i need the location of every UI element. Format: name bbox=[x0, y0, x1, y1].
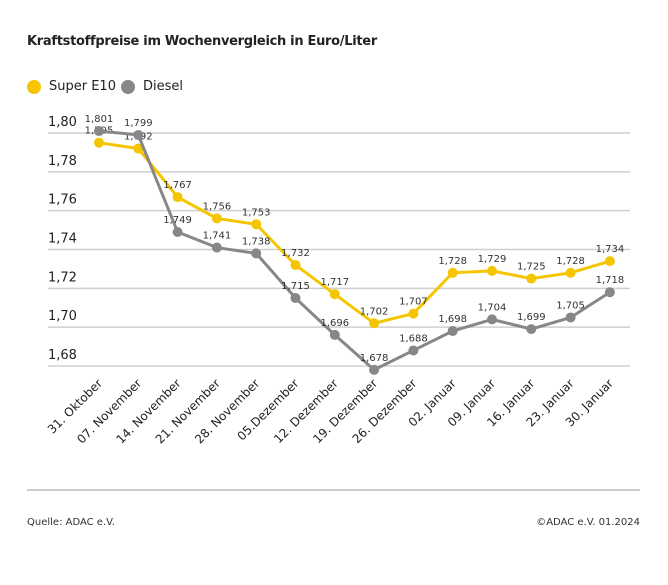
data-label: 1,801 bbox=[85, 114, 114, 125]
data-label: 1,732 bbox=[281, 248, 310, 259]
data-point bbox=[447, 326, 458, 337]
data-label: 1,707 bbox=[399, 297, 428, 308]
data-point bbox=[172, 192, 183, 203]
data-label: 1,734 bbox=[596, 244, 625, 255]
data-label: 1,799 bbox=[124, 118, 153, 129]
series-line-diesel bbox=[98, 129, 611, 372]
data-label: 1,738 bbox=[242, 236, 271, 247]
data-label: 1,704 bbox=[478, 302, 507, 313]
data-point bbox=[565, 267, 576, 278]
data-point bbox=[133, 129, 144, 140]
data-point bbox=[211, 242, 222, 253]
data-point bbox=[526, 324, 537, 335]
data-label: 1,699 bbox=[517, 312, 546, 323]
data-label: 1,678 bbox=[360, 353, 389, 364]
data-point bbox=[408, 345, 419, 356]
data-point bbox=[369, 318, 380, 329]
legend-diesel: Diesel bbox=[121, 79, 183, 94]
data-label: 1,729 bbox=[478, 254, 507, 265]
y-tick-label: 1,76 bbox=[48, 193, 77, 208]
data-label: 1,696 bbox=[320, 318, 349, 329]
data-point bbox=[447, 267, 458, 278]
data-label: 1,741 bbox=[203, 231, 232, 242]
series-line-super-e10 bbox=[98, 141, 611, 325]
y-tick-label: 1,68 bbox=[48, 348, 77, 363]
y-tick-label: 1,80 bbox=[48, 115, 77, 130]
legend-label: Diesel bbox=[143, 79, 184, 94]
data-point bbox=[604, 256, 615, 267]
data-label: 1,767 bbox=[163, 180, 192, 191]
data-point bbox=[487, 265, 497, 276]
data-label: 1,688 bbox=[399, 333, 428, 344]
data-label: 1,749 bbox=[163, 215, 192, 226]
data-point bbox=[251, 219, 262, 230]
data-label: 1,717 bbox=[320, 277, 349, 288]
data-point bbox=[94, 126, 104, 137]
data-point bbox=[408, 308, 419, 319]
legend-swatch bbox=[27, 79, 41, 94]
y-tick-label: 1,74 bbox=[48, 232, 77, 247]
data-label: 1,715 bbox=[281, 281, 310, 292]
data-point bbox=[251, 248, 262, 259]
data-point bbox=[290, 260, 301, 271]
chart-title: Kraftstoffpreise im Wochenvergleich in E… bbox=[27, 34, 377, 49]
data-label: 1,728 bbox=[438, 256, 467, 267]
data-label: 1,698 bbox=[438, 314, 467, 325]
data-label: 1,756 bbox=[203, 201, 232, 212]
data-label: 1,705 bbox=[556, 300, 585, 311]
divider bbox=[27, 489, 640, 491]
data-point bbox=[211, 213, 222, 224]
copyright-note: ©ADAC e.V. 01.2024 bbox=[536, 517, 640, 528]
legend-swatch bbox=[121, 79, 135, 94]
data-point bbox=[329, 289, 340, 300]
data-label: 1,702 bbox=[360, 306, 389, 317]
data-point bbox=[133, 143, 144, 154]
data-point bbox=[290, 293, 301, 304]
data-point bbox=[526, 273, 537, 284]
data-label: 1,718 bbox=[596, 275, 625, 286]
legend-super-e10: Super E10 bbox=[27, 79, 116, 94]
data-label: 1,753 bbox=[242, 207, 271, 218]
y-tick-label: 1,78 bbox=[48, 154, 77, 169]
source-note: Quelle: ADAC e.V. bbox=[27, 517, 115, 528]
legend-label: Super E10 bbox=[49, 79, 116, 94]
y-tick-label: 1,72 bbox=[48, 270, 77, 285]
data-label: 1,728 bbox=[556, 256, 585, 267]
data-point bbox=[369, 364, 380, 375]
data-point bbox=[604, 287, 615, 298]
data-point bbox=[565, 312, 576, 323]
data-point bbox=[94, 137, 104, 148]
y-tick-label: 1,70 bbox=[48, 309, 77, 324]
data-label: 1,725 bbox=[517, 262, 546, 273]
data-point bbox=[487, 314, 497, 325]
data-point bbox=[172, 227, 183, 238]
data-point bbox=[329, 329, 340, 340]
